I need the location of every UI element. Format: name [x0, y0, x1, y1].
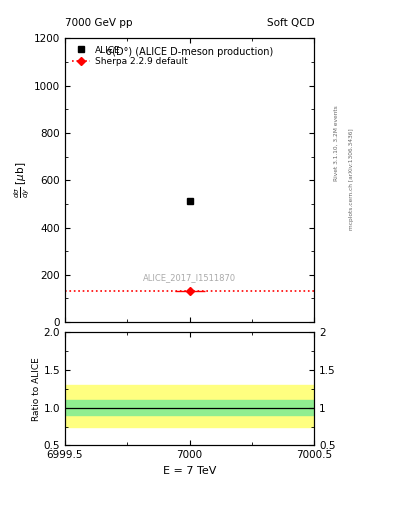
- Y-axis label: $\frac{d\sigma}{dy}$ [$\mu$b]: $\frac{d\sigma}{dy}$ [$\mu$b]: [13, 162, 32, 198]
- Text: σ(D°) (ALICE D-meson production): σ(D°) (ALICE D-meson production): [106, 47, 273, 57]
- Text: Rivet 3.1.10, 3.2M events: Rivet 3.1.10, 3.2M events: [334, 105, 338, 181]
- Text: 7000 GeV pp: 7000 GeV pp: [65, 18, 132, 28]
- Legend: ALICE, Sherpa 2.2.9 default: ALICE, Sherpa 2.2.9 default: [69, 43, 190, 69]
- X-axis label: E = 7 TeV: E = 7 TeV: [163, 466, 216, 476]
- Text: Soft QCD: Soft QCD: [267, 18, 314, 28]
- Text: ALICE_2017_I1511870: ALICE_2017_I1511870: [143, 273, 236, 283]
- Bar: [65, 400, 314, 415]
- Bar: [65, 385, 314, 426]
- Y-axis label: Ratio to ALICE: Ratio to ALICE: [31, 357, 40, 420]
- Text: mcplots.cern.ch [arXiv:1306.3436]: mcplots.cern.ch [arXiv:1306.3436]: [349, 129, 354, 230]
